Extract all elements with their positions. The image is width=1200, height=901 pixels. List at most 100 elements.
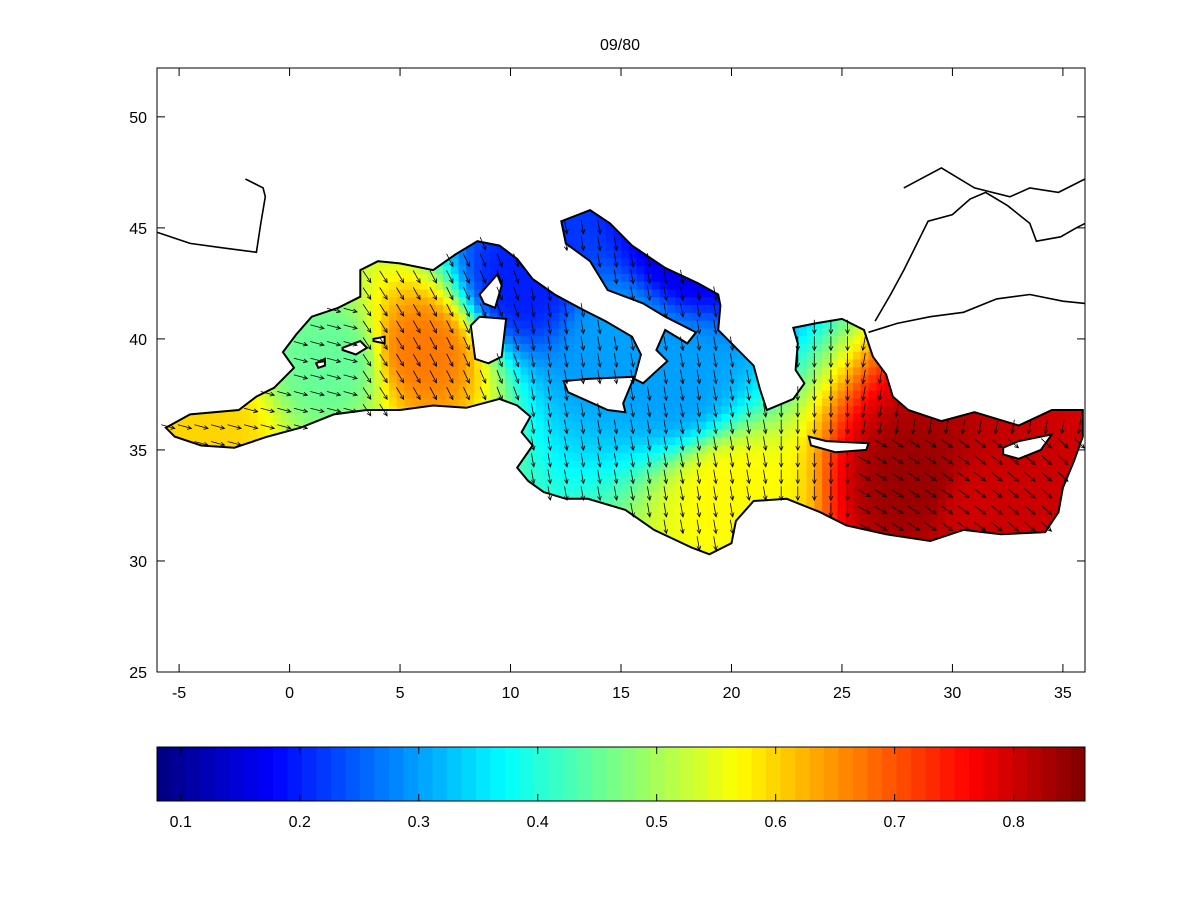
field-cell	[535, 304, 545, 313]
field-cell	[822, 428, 831, 438]
field-cell	[582, 351, 591, 360]
field-cell	[419, 296, 429, 306]
field-cell	[559, 382, 568, 391]
field-cell	[427, 273, 436, 282]
field-cell	[682, 514, 692, 523]
field-cell	[822, 397, 831, 407]
field-cell	[605, 242, 614, 251]
field-cell	[218, 436, 228, 445]
field-cell	[566, 374, 576, 383]
field-cell	[938, 514, 947, 523]
field-cell	[559, 327, 568, 337]
field-cell	[412, 366, 421, 376]
field-cell	[729, 436, 738, 445]
field-cell	[667, 351, 676, 360]
field-cell	[559, 413, 568, 422]
field-cell	[945, 483, 955, 492]
field-cell	[566, 452, 576, 461]
field-cell	[195, 428, 204, 438]
field-cell	[419, 327, 429, 337]
field-cell	[435, 327, 444, 337]
field-cell	[234, 413, 243, 422]
field-cell	[698, 382, 707, 391]
field-cell	[505, 281, 514, 290]
field-cell	[628, 351, 637, 360]
field-cell	[845, 405, 854, 414]
field-cell	[891, 459, 900, 469]
field-cell	[721, 459, 730, 469]
field-cell	[713, 444, 723, 453]
field-cell	[396, 335, 405, 344]
field-cell	[729, 374, 738, 383]
field-cell	[497, 390, 506, 399]
field-cell	[845, 397, 854, 407]
field-cell	[520, 343, 529, 352]
field-cell	[938, 436, 947, 445]
field-cell	[574, 351, 583, 360]
field-cell	[829, 366, 839, 376]
field-cell	[922, 491, 931, 500]
field-cell	[744, 413, 753, 422]
field-cell	[474, 250, 483, 259]
field-cell	[590, 444, 599, 453]
field-cell	[358, 366, 367, 376]
field-cell	[798, 327, 808, 337]
field-cell	[296, 382, 305, 391]
field-cell	[636, 273, 645, 282]
field-cell	[930, 421, 939, 430]
field-cell	[327, 312, 336, 321]
field-cell	[752, 421, 761, 430]
field-cell	[713, 296, 723, 306]
field-cell	[837, 358, 846, 368]
field-cell	[566, 327, 576, 337]
field-cell	[644, 514, 653, 523]
field-cell	[288, 382, 297, 391]
field-cell	[559, 436, 568, 445]
field-cell	[945, 514, 955, 523]
field-cell	[296, 421, 305, 430]
field-cell	[350, 335, 359, 344]
field-cell	[667, 304, 676, 313]
field-cell	[837, 390, 846, 399]
field-cell	[721, 428, 730, 438]
field-cell	[466, 257, 475, 267]
field-cell	[706, 374, 715, 383]
field-cell	[543, 397, 552, 407]
field-cell	[443, 273, 452, 282]
field-cell	[907, 483, 916, 492]
field-cell	[829, 358, 839, 368]
field-cell	[659, 343, 668, 352]
field-cell	[845, 327, 854, 337]
field-cell	[621, 265, 630, 274]
field-cell	[419, 335, 429, 344]
field-cell	[628, 265, 637, 274]
field-cell	[497, 265, 506, 274]
field-cell	[334, 343, 344, 352]
field-cell	[621, 483, 630, 492]
field-cell	[682, 351, 692, 360]
field-cell	[195, 436, 204, 445]
field-cell	[621, 421, 630, 430]
field-cell	[698, 483, 707, 492]
field-cell	[876, 483, 885, 492]
field-cell	[520, 288, 529, 298]
field-cell	[497, 304, 506, 313]
field-cell	[218, 421, 228, 430]
field-cell	[358, 351, 367, 360]
field-cell	[559, 219, 568, 228]
field-cell	[860, 522, 869, 531]
field-cell	[311, 320, 320, 329]
field-cell	[713, 335, 723, 344]
field-cell	[373, 304, 382, 313]
field-cell	[644, 265, 653, 274]
field-cell	[659, 421, 668, 430]
field-cell	[698, 405, 707, 414]
field-cell	[806, 428, 815, 438]
field-cell	[566, 335, 576, 344]
field-cell	[466, 382, 475, 391]
field-cell	[744, 358, 753, 368]
field-cell	[559, 358, 568, 368]
field-cell	[628, 421, 637, 430]
field-cell	[350, 366, 359, 376]
field-cell	[265, 405, 274, 414]
